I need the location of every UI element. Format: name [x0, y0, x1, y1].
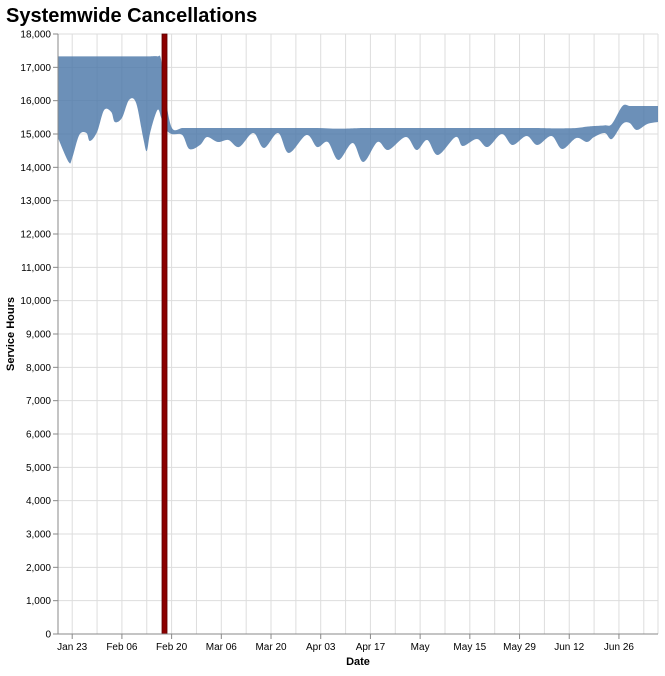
y-tick-label: 6,000: [26, 430, 51, 441]
y-tick-label: 9,000: [26, 330, 51, 341]
y-tick-label: 15,000: [20, 130, 51, 141]
y-tick-label: 18,000: [20, 30, 51, 41]
y-tick-label: 12,000: [20, 230, 51, 241]
y-tick-label: 17,000: [20, 63, 51, 74]
y-tick-label: 14,000: [20, 163, 51, 174]
y-tick-label: 0: [45, 630, 51, 641]
event-rule-line: [161, 33, 168, 635]
y-tick-label: 3,000: [26, 530, 51, 541]
x-tick-label: Mar 20: [255, 642, 287, 653]
x-tick-label: Apr 17: [356, 642, 386, 653]
y-tick-label: 5,000: [26, 463, 51, 474]
y-tick-label: 1,000: [26, 596, 51, 607]
x-tick-label: Feb 06: [106, 642, 138, 653]
y-tick-label: 7,000: [26, 396, 51, 407]
x-tick-label: May: [411, 642, 430, 653]
x-tick-label: Mar 06: [206, 642, 238, 653]
y-tick-label: 4,000: [26, 496, 51, 507]
chart-title: Systemwide Cancellations: [6, 5, 257, 27]
x-tick-label: Jun 26: [604, 642, 634, 653]
y-tick-label: 10,000: [20, 296, 51, 307]
y-tick-label: 13,000: [20, 196, 51, 207]
y-tick-label: 2,000: [26, 563, 51, 574]
x-tick-label: Apr 03: [306, 642, 336, 653]
x-tick-label: May 29: [503, 642, 536, 653]
x-tick-label: Feb 20: [156, 642, 188, 653]
x-tick-label: Jan 23: [57, 642, 87, 653]
y-tick-label: 11,000: [21, 263, 51, 274]
x-tick-label: Jun 12: [554, 642, 584, 653]
x-tick-label: May 15: [453, 642, 486, 653]
y-axis-label: Service Hours: [5, 297, 17, 371]
y-tick-label: 8,000: [26, 363, 51, 374]
cancellations-area: [58, 55, 658, 164]
x-axis-label: Date: [346, 656, 370, 668]
y-tick-label: 16,000: [20, 96, 51, 107]
